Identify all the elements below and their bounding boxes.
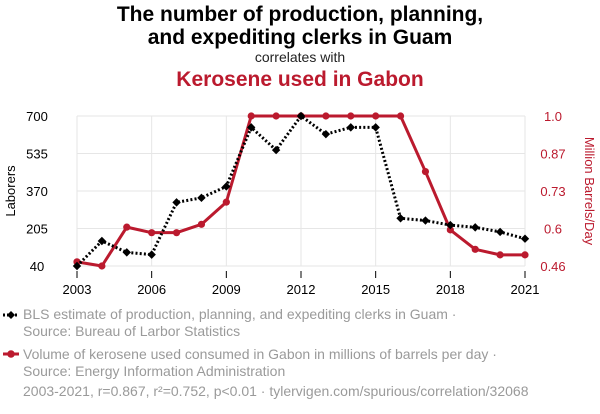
laborers-point — [520, 234, 530, 243]
legend-laborers-line1: BLS estimate of production, planning, an… — [23, 306, 457, 322]
laborers-point — [296, 111, 306, 121]
laborers-point — [346, 123, 355, 132]
kerosene-point — [247, 112, 255, 120]
chart-subtitle: correlates with — [254, 49, 346, 65]
laborers-series — [72, 111, 530, 271]
kerosene-point — [197, 220, 206, 228]
kerosene-point — [421, 167, 430, 176]
laborers-point — [495, 227, 505, 237]
y-left-tick-label: 205 — [26, 222, 48, 237]
x-tick-label: 2009 — [212, 282, 241, 297]
kerosene-point — [148, 229, 156, 237]
kerosene-point — [98, 262, 106, 270]
y-left-axis-label: Laborers — [3, 165, 18, 217]
y-left-tick-label: 40 — [30, 259, 44, 274]
kerosene-point — [172, 229, 181, 237]
kerosene-point — [446, 226, 454, 234]
laborers-point — [222, 182, 231, 191]
laborers-point — [72, 261, 82, 271]
kerosene-point — [521, 251, 529, 259]
kerosene-point — [222, 198, 230, 206]
laborers-point — [446, 220, 455, 230]
x-tick-label: 2018 — [436, 282, 465, 297]
kerosene-point — [322, 112, 330, 120]
y-right-tick-label: 1.0 — [544, 109, 562, 124]
kerosene-point — [272, 112, 280, 120]
kerosene-point — [372, 112, 380, 120]
laborers-point — [421, 216, 430, 225]
y-right-tick-label: 0.46 — [540, 259, 565, 274]
laborers-point — [172, 198, 181, 207]
kerosene-point — [471, 245, 479, 253]
laborers-point — [147, 250, 156, 259]
legend-marks — [3, 311, 19, 358]
legend-laborers-marker — [7, 311, 15, 319]
kerosene-point — [347, 112, 355, 120]
y-left-tick-label: 700 — [26, 109, 48, 124]
x-tick-label: 2006 — [137, 282, 166, 297]
legend-kerosene-line2: Source: Energy Information Administratio… — [23, 363, 286, 379]
x-tick-label: 2012 — [287, 282, 316, 297]
laborers-point — [197, 193, 206, 203]
legend-kerosene-line1: Volume of kerosene used consumed in Gabo… — [23, 346, 497, 362]
y-right-tick-label: 0.6 — [544, 222, 562, 237]
laborers-point — [247, 123, 256, 132]
laborers-point — [321, 129, 331, 139]
laborers-point — [271, 145, 281, 155]
laborers-point — [471, 223, 480, 232]
chart-title-secondary: Kerosene used in Gabon — [176, 68, 424, 91]
y-right-tick-label: 0.87 — [540, 147, 565, 162]
chart-title-line1: The number of production, planning, — [116, 3, 484, 26]
y-right-tick-label: 0.73 — [540, 184, 565, 199]
chart-title: The number of production, planning, and … — [0, 3, 600, 49]
kerosene-point — [496, 251, 504, 259]
chart-title-line2: and expediting clerks in Guam — [147, 26, 453, 49]
correlation-footer: 2003-2021, r=0.867, r²=0.752, p<0.01 · t… — [23, 383, 529, 399]
kerosene-point — [396, 112, 405, 120]
y-right-axis-label: Million Barrels/Day — [582, 137, 597, 246]
y-left-tick-label: 370 — [26, 184, 48, 199]
x-tick-label: 2015 — [361, 282, 390, 297]
laborers-point — [97, 236, 107, 246]
x-tick-label: 2003 — [63, 282, 92, 297]
laborers-point — [122, 248, 131, 257]
legend-laborers-line2: Source: Bureau of Larbor Statistics — [23, 323, 241, 339]
y-left-tick-label: 535 — [26, 147, 48, 162]
laborers-point — [371, 123, 380, 132]
kerosene-point — [123, 223, 131, 231]
axes: 700 535 370 205 40 1.0 0.87 0.73 0.6 0.46 2003 2006… — [3, 109, 597, 297]
gridlines — [76, 115, 526, 267]
laborers-point — [396, 214, 405, 223]
legend-kerosene-marker — [7, 350, 15, 358]
x-tick-label: 2021 — [511, 282, 540, 297]
